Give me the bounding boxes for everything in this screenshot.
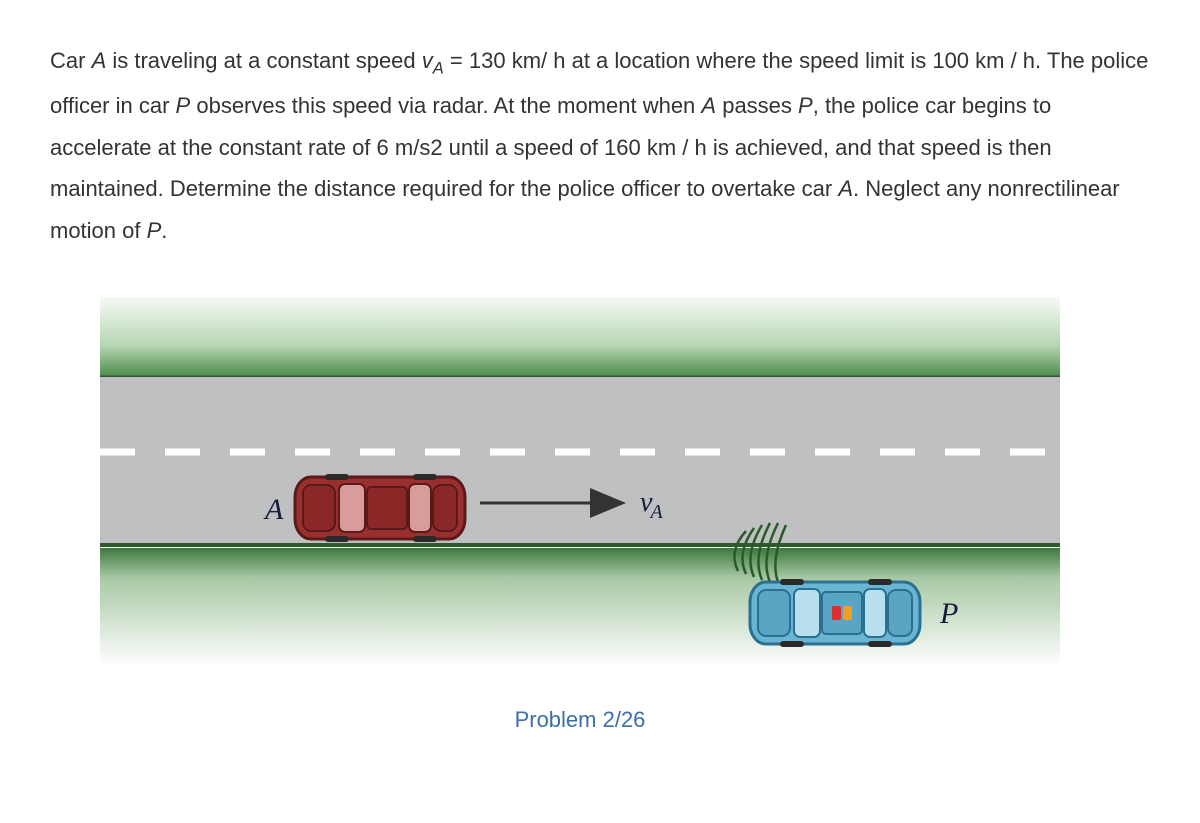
var-a: A [92,48,107,73]
label-car-p: P [939,597,958,630]
problem-statement: Car A is traveling at a constant speed v… [50,40,1150,252]
diagram-container: A vA P Problem 2/26 [100,297,1060,733]
text: Car [50,48,92,73]
text: is traveling at a constant speed [106,48,422,73]
var-a: A [838,176,853,201]
road-diagram: A vA P [100,297,1060,667]
var-a: A [701,93,716,118]
sub-a: A [433,59,444,77]
var-v: v [422,48,433,73]
var-p: P [147,218,162,243]
figure-caption: Problem 2/26 [100,707,1060,733]
var-p: P [798,93,813,118]
label-car-a: A [263,493,284,526]
text: observes this speed via radar. At the mo… [190,93,701,118]
text: passes [716,93,798,118]
var-p: P [176,93,191,118]
text: . [161,218,167,243]
